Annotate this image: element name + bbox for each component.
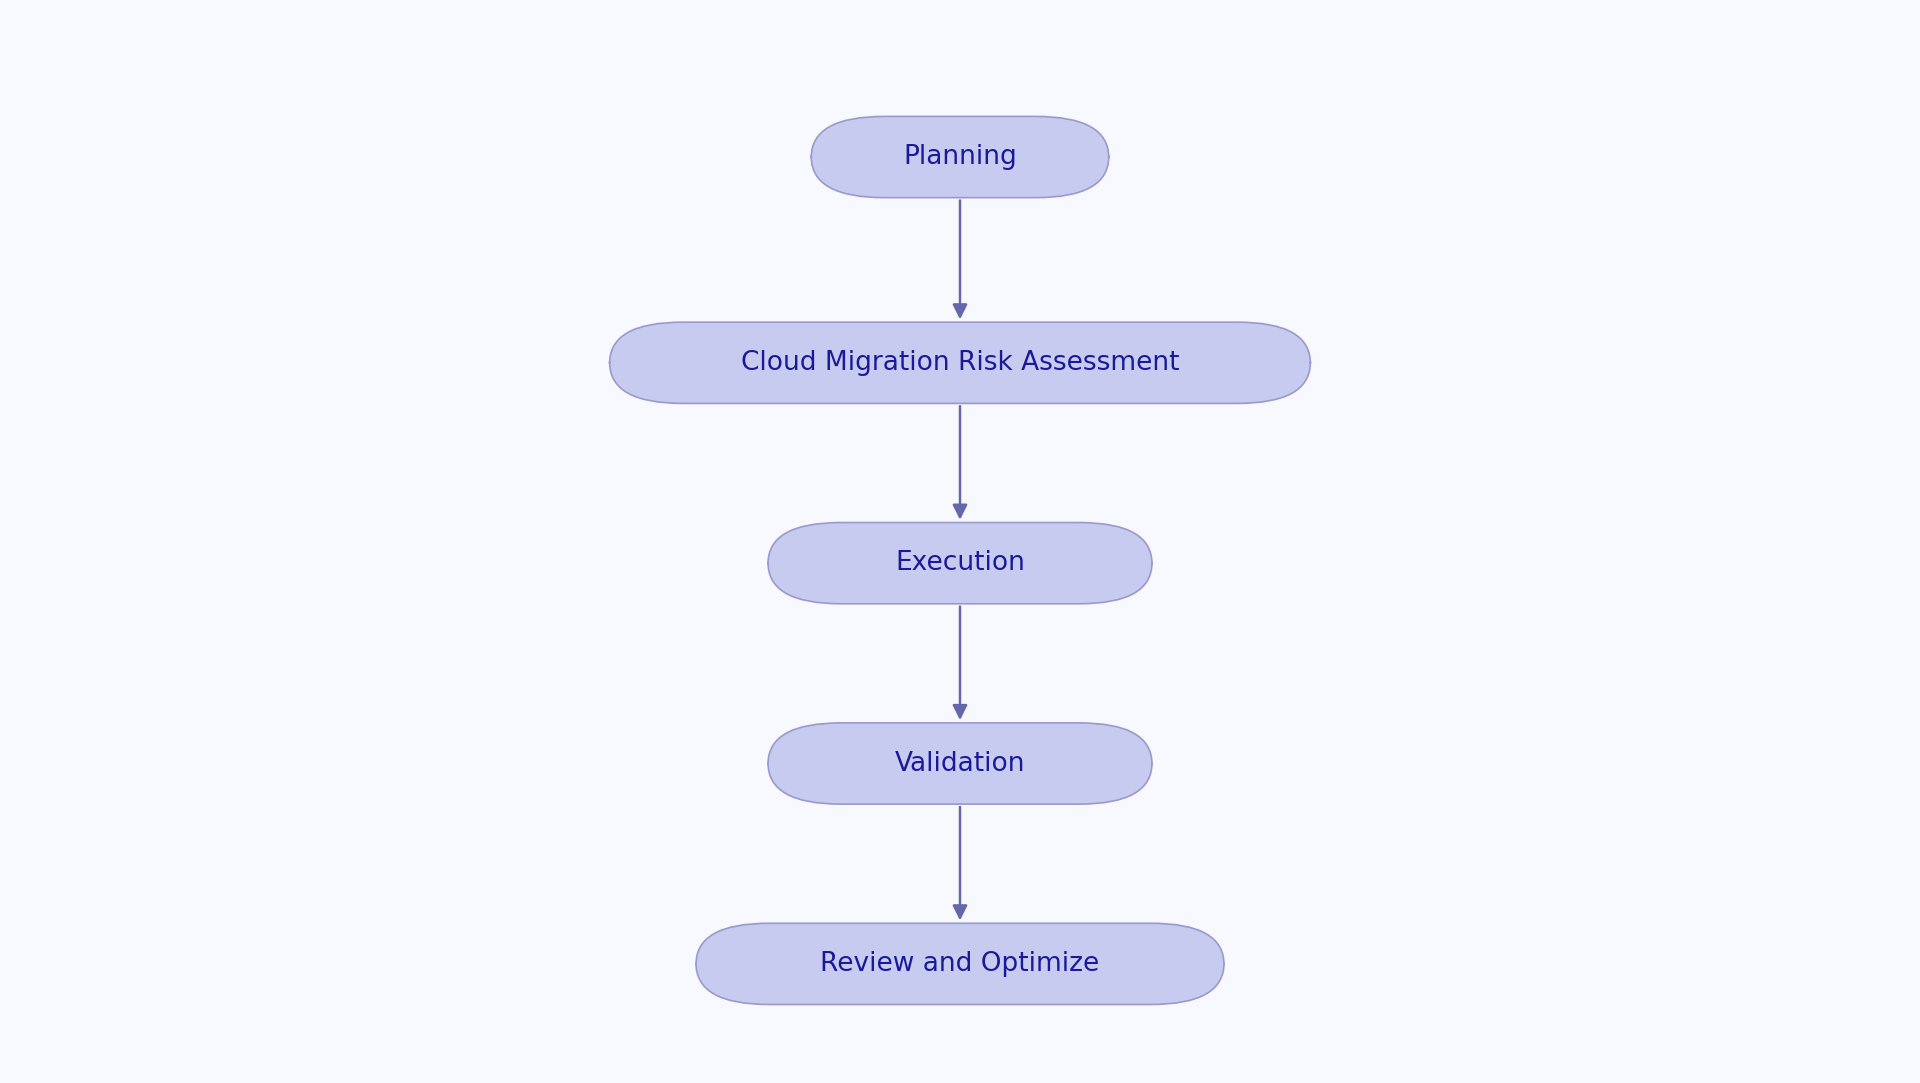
FancyBboxPatch shape bbox=[768, 523, 1152, 604]
Text: Planning: Planning bbox=[902, 144, 1018, 170]
Text: Cloud Migration Risk Assessment: Cloud Migration Risk Assessment bbox=[741, 350, 1179, 376]
Text: Validation: Validation bbox=[895, 751, 1025, 777]
FancyBboxPatch shape bbox=[768, 723, 1152, 804]
Text: Execution: Execution bbox=[895, 550, 1025, 576]
FancyBboxPatch shape bbox=[611, 323, 1309, 403]
Text: Review and Optimize: Review and Optimize bbox=[820, 951, 1100, 977]
FancyBboxPatch shape bbox=[695, 923, 1225, 1005]
FancyBboxPatch shape bbox=[810, 117, 1110, 198]
